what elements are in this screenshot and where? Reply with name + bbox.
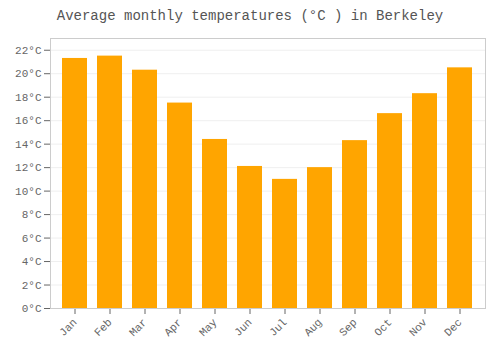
svg-text:May: May bbox=[197, 316, 220, 339]
svg-text:16°C: 16°C bbox=[15, 115, 42, 127]
svg-text:Jun: Jun bbox=[232, 316, 254, 338]
svg-text:Jul: Jul bbox=[267, 316, 289, 338]
svg-text:8°C: 8°C bbox=[22, 209, 42, 221]
svg-text:Aug: Aug bbox=[302, 316, 324, 338]
svg-text:20°C: 20°C bbox=[15, 68, 42, 80]
svg-text:18°C: 18°C bbox=[15, 92, 42, 104]
html-text:Average monthly temperatures (: Average monthly temperatures (°C ) in Be… bbox=[56, 8, 444, 24]
svg-text:Nov: Nov bbox=[407, 316, 430, 339]
svg-text:Oct: Oct bbox=[372, 316, 394, 338]
svg-text:Jan: Jan bbox=[57, 316, 79, 338]
svg-text:14°C: 14°C bbox=[15, 139, 42, 151]
svg-text:12°C: 12°C bbox=[15, 162, 42, 174]
svg-text:6°C: 6°C bbox=[22, 233, 42, 245]
svg-text:0°C: 0°C bbox=[22, 303, 42, 315]
svg-text:Mar: Mar bbox=[127, 316, 149, 338]
svg-text:Apr: Apr bbox=[162, 316, 184, 338]
svg-text:4°C: 4°C bbox=[22, 256, 42, 268]
svg-text:Dec: Dec bbox=[442, 316, 464, 338]
svg-text:10°C: 10°C bbox=[15, 186, 42, 198]
svg-text:Feb: Feb bbox=[92, 316, 114, 338]
svg-text:Sep: Sep bbox=[337, 316, 359, 338]
svg-text:22°C: 22°C bbox=[15, 45, 42, 57]
svg-text:2°C: 2°C bbox=[22, 280, 42, 292]
